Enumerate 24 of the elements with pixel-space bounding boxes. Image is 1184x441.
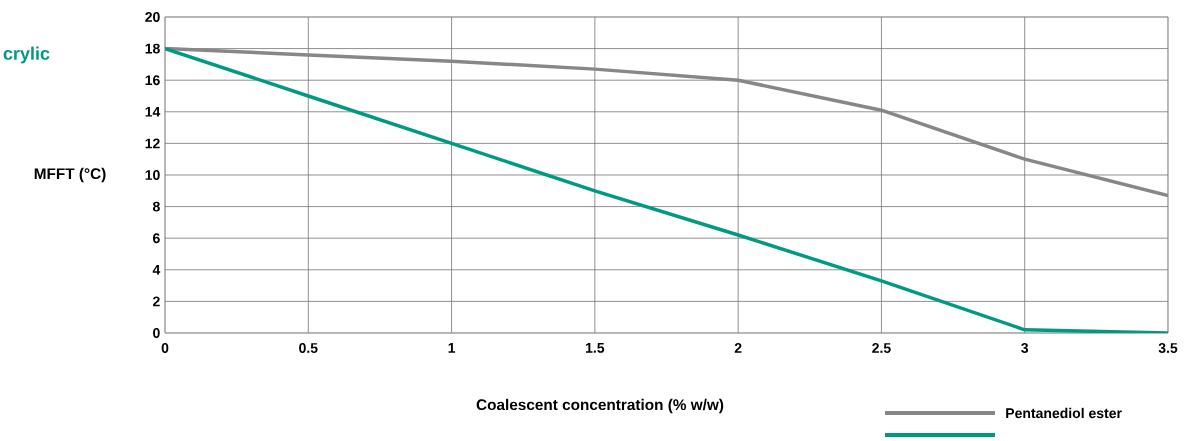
y-tick-label: 12 <box>145 138 160 149</box>
y-tick-label: 14 <box>145 106 161 117</box>
y-tick-label: 20 <box>145 12 160 22</box>
line-series <box>165 46 1168 333</box>
y-tick-label: 10 <box>145 170 160 180</box>
x-tick-label: 3 <box>1021 343 1029 353</box>
x-axis-title: Coalescent concentration (% w/w) <box>476 398 724 414</box>
x-tick-label: 1.5 <box>586 343 605 353</box>
x-tick-label: 2 <box>734 343 742 353</box>
text: Pentanediol ester <box>1006 407 1122 419</box>
y-axis-title: MFFT (°C) <box>34 167 106 183</box>
text: crylic <box>3 46 50 64</box>
y-tick-label: 8 <box>152 201 160 212</box>
y-tick-label: 6 <box>153 233 160 244</box>
y-tick-label: 4 <box>152 264 161 275</box>
x-tick-label: 1 <box>448 343 456 353</box>
x-tick-label: 2.5 <box>872 343 891 353</box>
x-tick-label: 0 <box>161 343 169 353</box>
x-tick-label: 0.5 <box>299 343 318 353</box>
x-tick-label: 3.5 <box>1158 343 1178 353</box>
y-tick-label: 18 <box>145 43 160 54</box>
y-tick-label: 0 <box>153 328 160 338</box>
y-tick-label: 16 <box>145 75 160 86</box>
y-tick-label: 2 <box>153 296 160 307</box>
